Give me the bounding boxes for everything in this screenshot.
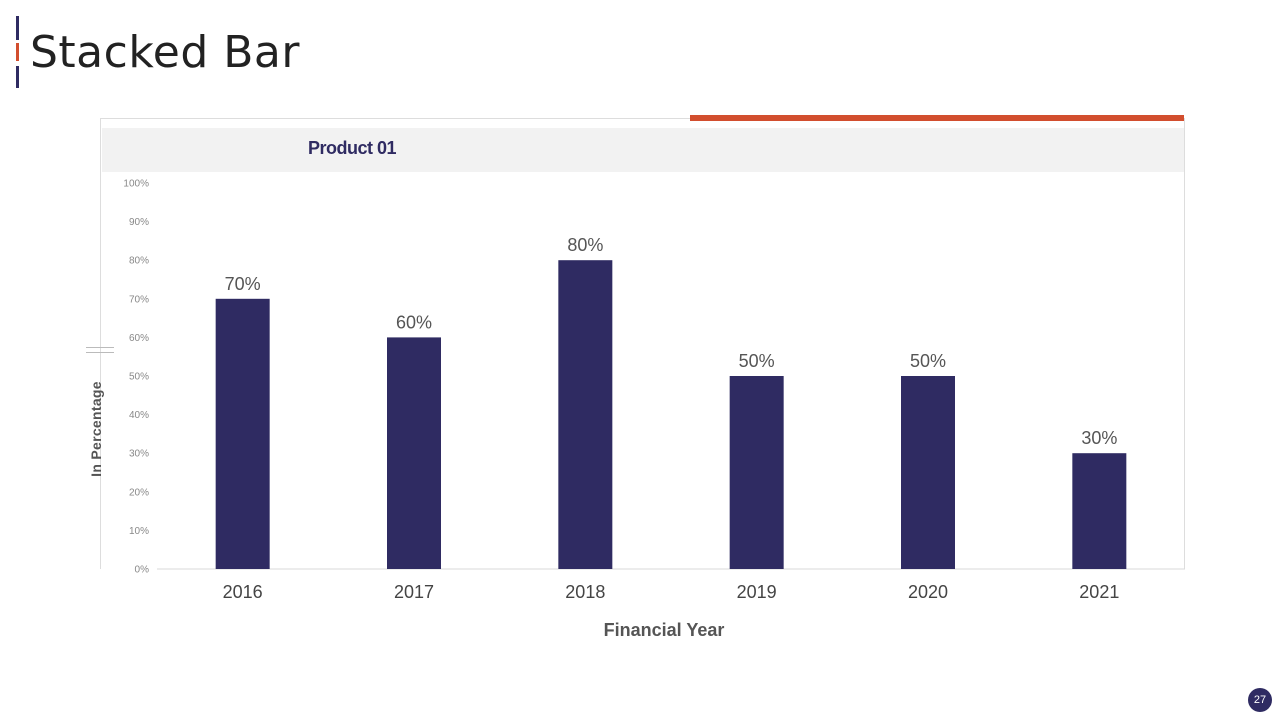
bar-2016: [215, 298, 270, 569]
y-axis-label: In Percentage: [88, 381, 104, 477]
bar-2020: [901, 376, 955, 569]
x-tick-label-2016: 2016: [223, 582, 263, 602]
y-tick-label: 90%: [129, 217, 149, 228]
page-number-badge: 27: [1248, 688, 1272, 712]
y-tick-label: 0%: [135, 565, 150, 576]
decorative-line: [86, 347, 114, 348]
chart-accent-bar: [690, 115, 1184, 121]
x-tick-label-2021: 2021: [1079, 582, 1119, 602]
title-accent-bottom: [16, 66, 19, 88]
y-tick-label: 60%: [129, 333, 149, 344]
data-label-2017: 60%: [396, 312, 432, 332]
title-accent-top: [16, 16, 19, 40]
data-label-2019: 50%: [739, 351, 775, 371]
decorative-line: [86, 352, 114, 353]
x-tick-label-2017: 2017: [394, 582, 434, 602]
legend-entry-product-01: Product 01: [308, 138, 397, 158]
y-tick-label: 40%: [129, 410, 149, 421]
chart-frame: [100, 118, 1185, 569]
y-tick-label: 100%: [123, 179, 149, 190]
y-tick-label: 20%: [129, 487, 149, 498]
data-label-2021: 30%: [1081, 428, 1117, 448]
y-tick-label: 70%: [129, 294, 149, 305]
legend-band: [102, 128, 1184, 172]
y-tick-label: 50%: [129, 372, 149, 383]
title-accent-middle: [16, 43, 19, 61]
x-tick-label-2020: 2020: [908, 582, 948, 602]
data-label-2018: 80%: [567, 235, 603, 255]
y-tick-label: 10%: [129, 526, 149, 537]
y-tick-label: 30%: [129, 449, 149, 460]
slide-title: Stacked Bar: [30, 27, 300, 78]
x-axis-label: Financial Year: [603, 620, 725, 640]
x-tick-label-2019: 2019: [737, 582, 777, 602]
x-tick-label-2018: 2018: [565, 582, 605, 602]
data-label-2020: 50%: [910, 351, 946, 371]
bar-2017: [387, 337, 441, 569]
bar-2019: [729, 376, 784, 569]
bar-2018: [558, 260, 613, 569]
data-label-2016: 70%: [225, 274, 261, 294]
bar-2021: [1072, 453, 1127, 569]
y-tick-label: 80%: [129, 256, 149, 267]
